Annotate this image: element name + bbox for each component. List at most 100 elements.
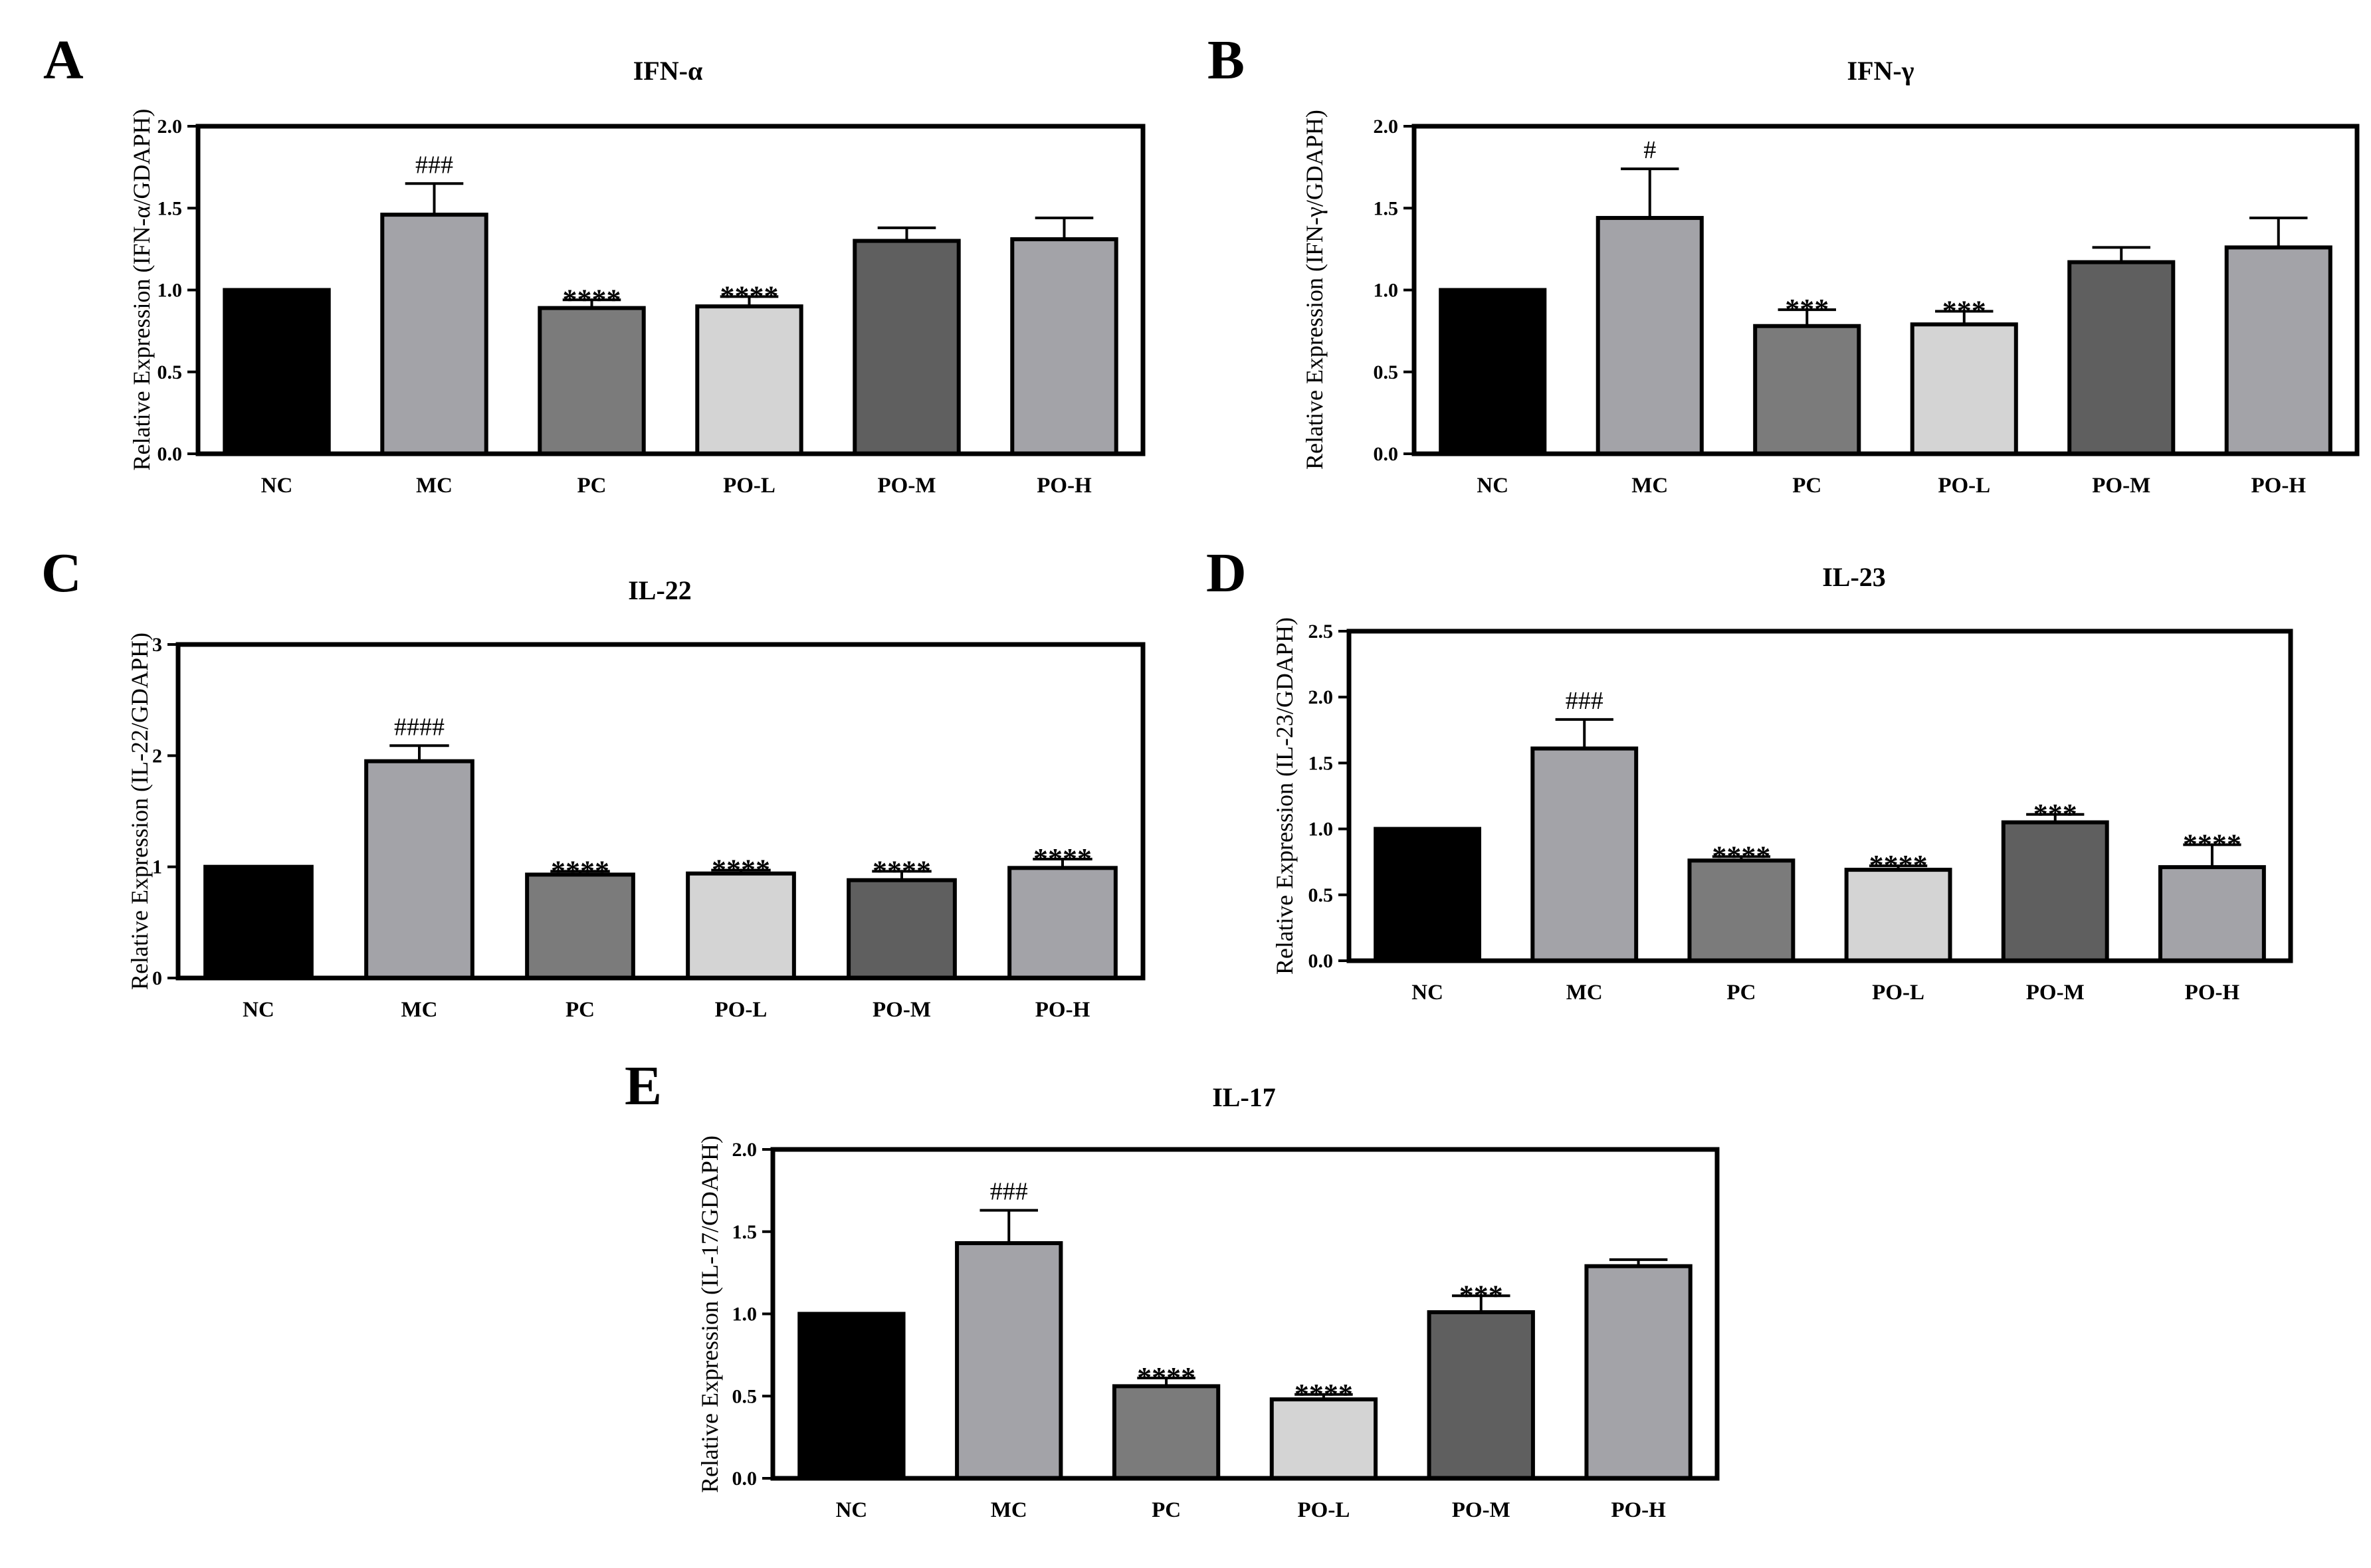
bar-pc (1753, 324, 1861, 456)
significance-hashes: ### (990, 1178, 1028, 1206)
bar-pc (538, 306, 646, 456)
significance-stars: **** (712, 854, 770, 886)
plot-frame (195, 124, 1146, 456)
x-tick-label: PO-M (878, 474, 936, 498)
x-tick-label: NC (243, 998, 274, 1022)
significance-stars: **** (563, 283, 621, 316)
chart-title: IFN-α (633, 56, 703, 86)
x-tick-label: PO-M (1452, 1498, 1510, 1522)
y-tick-label: 0.5 (732, 1385, 758, 1407)
bar-po-m (1427, 1310, 1535, 1481)
x-tick-label: NC (836, 1498, 868, 1522)
y-tick-label: 1.0 (1374, 280, 1399, 302)
significance-stars: **** (1294, 1378, 1353, 1411)
x-tick-label: PO-L (1872, 981, 1924, 1005)
x-tick-label: PO-H (1037, 474, 1092, 498)
significance-stars: *** (2033, 798, 2077, 831)
bar-po-m (2067, 260, 2176, 456)
panel-a: A IFN-α Relative Expression (IFN-α/GDAPH) 0… (43, 29, 1146, 498)
x-tick-label: MC (416, 474, 453, 498)
bar-pc (1112, 1384, 1221, 1480)
significance-stars: **** (1137, 1361, 1195, 1394)
bar-po-h (2158, 865, 2266, 963)
significance-stars: **** (1712, 840, 1770, 872)
bar-pc (525, 872, 635, 980)
y-tick-label: 1.5 (157, 197, 183, 219)
chart-title: IL-17 (1212, 1082, 1276, 1112)
bar-nc (203, 864, 314, 980)
significance-stars: **** (873, 854, 931, 887)
panel-c: C IL-22 Relative Expression (IL-22/GDAPH) 0… (41, 542, 1146, 1022)
significance-stars: *** (1459, 1279, 1503, 1312)
x-tick-label: PC (577, 474, 607, 498)
chart-title: IL-23 (1822, 562, 1886, 592)
bar-po-m (853, 239, 961, 456)
x-tick-label: PO-H (1035, 998, 1090, 1022)
plot-frame (175, 642, 1146, 981)
y-tick-label: 0.0 (1308, 950, 1334, 972)
significance-stars: **** (2183, 828, 2241, 860)
x-tick-label: MC (1631, 474, 1668, 498)
panel-b: B IFN-γ Relative Expression (IFN-γ/GDAPH) 0… (1207, 29, 2360, 498)
x-tick-label: MC (1566, 981, 1603, 1005)
bar-nc (797, 1312, 906, 1480)
y-axis-label: Relative Expression (IFN-γ/GDAPH) (1301, 110, 1328, 470)
y-tick-label: 2.5 (1308, 621, 1334, 642)
y-tick-label: 2.0 (1374, 116, 1399, 138)
y-tick-label: 1.5 (1308, 752, 1334, 774)
significance-hashes: ### (415, 151, 453, 179)
plot-frame (770, 1147, 1720, 1481)
y-tick-label: 0.0 (732, 1468, 758, 1490)
bar-po-l (1269, 1397, 1378, 1480)
y-tick-label: 1.0 (732, 1304, 758, 1325)
bar-po-l (686, 871, 796, 980)
chart-title: IL-22 (628, 575, 692, 605)
x-tick-label: MC (991, 1498, 1027, 1522)
panel-letter: A (43, 29, 84, 91)
x-tick-label: MC (401, 998, 438, 1022)
bar-mc (380, 213, 488, 456)
bar-po-m (2001, 820, 2109, 963)
bar-po-l (1910, 322, 2018, 456)
bar-nc (1374, 827, 1482, 963)
y-tick-label: 1.0 (157, 280, 183, 302)
x-tick-label: PO-M (2092, 474, 2150, 498)
x-tick-label: PO-M (2026, 981, 2085, 1005)
panel-e: E IL-17 Relative Expression (IL-17/GDAPH) 0… (625, 1055, 1720, 1522)
y-axis-label: Relative Expression (IL-23/GDAPH) (1271, 617, 1298, 975)
bar-po-h (1010, 237, 1118, 456)
panel-d: D IL-23 Relative Expression (IL-23/GDAPH) 0… (1206, 542, 2293, 1005)
x-tick-label: PO-L (723, 474, 775, 498)
significance-stars: **** (551, 854, 609, 887)
x-tick-label: PO-H (2185, 981, 2240, 1005)
bar-po-l (695, 304, 803, 456)
bar-po-l (1844, 868, 1952, 963)
panel-letter: D (1206, 542, 1247, 604)
y-tick-label: 2.0 (1308, 686, 1334, 708)
x-tick-label: PO-L (1938, 474, 1990, 498)
x-tick-label: PC (566, 998, 595, 1022)
panel-letter: B (1207, 29, 1245, 91)
y-axis-label: Relative Expression (IL-17/GDAPH) (696, 1135, 723, 1493)
y-tick-label: 2.0 (157, 116, 183, 138)
bar-mc (364, 759, 474, 980)
bar-mc (1530, 746, 1639, 963)
x-tick-label: PO-L (1298, 1498, 1350, 1522)
bar-nc (1439, 288, 1547, 456)
x-tick-label: PC (1726, 981, 1756, 1005)
y-tick-label: 1.5 (732, 1221, 758, 1243)
bar-mc (955, 1241, 1063, 1480)
bar-nc (223, 288, 331, 456)
y-tick-label: 0.0 (1374, 443, 1399, 465)
y-tick-label: 3 (152, 634, 162, 656)
significance-hashes: ### (1566, 687, 1603, 715)
y-tick-label: 0.5 (1308, 884, 1334, 906)
y-tick-label: 2.0 (732, 1139, 758, 1161)
bar-po-h (1584, 1264, 1693, 1480)
x-tick-label: PC (1792, 474, 1821, 498)
bar-po-m (847, 878, 957, 981)
x-tick-label: NC (1411, 981, 1443, 1005)
y-tick-label: 1 (152, 856, 162, 878)
y-tick-label: 1.5 (1374, 197, 1399, 219)
plot-frame (1346, 629, 2293, 963)
